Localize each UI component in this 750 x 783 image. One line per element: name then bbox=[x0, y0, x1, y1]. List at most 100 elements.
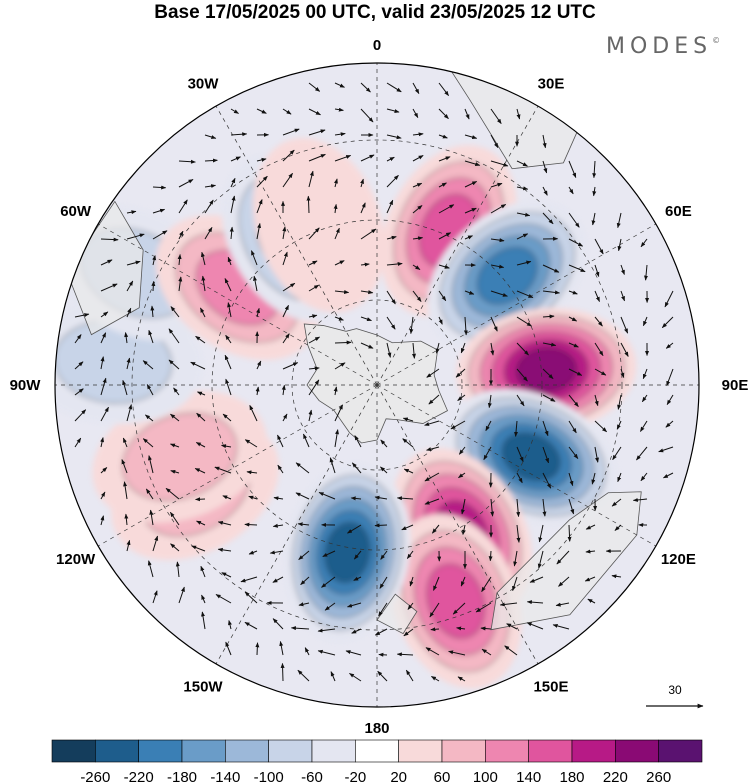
wind-arrow bbox=[333, 386, 338, 396]
wind-arrow bbox=[244, 522, 258, 527]
wind-arrow bbox=[516, 472, 523, 484]
wind-arrow bbox=[308, 227, 320, 240]
wind-arrow bbox=[620, 264, 625, 275]
wind-arrow bbox=[412, 342, 416, 359]
wind-arrow bbox=[297, 522, 310, 527]
wind-arrow bbox=[272, 618, 284, 630]
wind-arrow bbox=[490, 316, 498, 332]
wind-arrow bbox=[351, 628, 362, 634]
wind-arrow bbox=[230, 177, 236, 188]
wind-arrow bbox=[152, 208, 166, 214]
wind-arrow bbox=[196, 520, 206, 526]
wind-arrow bbox=[464, 207, 477, 214]
wind-arrow bbox=[438, 264, 450, 269]
wind-arrow bbox=[461, 524, 466, 535]
wind-arrow bbox=[191, 545, 206, 552]
colorbar-tick-label: -180 bbox=[167, 769, 197, 783]
anomaly-contour bbox=[502, 433, 560, 481]
wind-arrow bbox=[542, 212, 554, 225]
wind-arrow bbox=[516, 368, 528, 382]
wind-arrow bbox=[378, 602, 388, 617]
wind-arrow bbox=[516, 260, 532, 266]
colorbar-swatch bbox=[268, 739, 313, 763]
longitude-label: 150W bbox=[183, 678, 223, 695]
wind-arrow bbox=[412, 264, 421, 270]
wind-arrow bbox=[230, 132, 248, 137]
colorbar-tick-label: -20 bbox=[344, 769, 366, 783]
wind-arrow bbox=[504, 645, 518, 656]
wind-arrow bbox=[428, 394, 440, 405]
wind-arrow bbox=[170, 306, 180, 318]
wind-arrow bbox=[204, 158, 218, 163]
wind-arrow bbox=[403, 628, 414, 637]
colorbar-swatch bbox=[615, 739, 659, 763]
wind-arrow bbox=[290, 626, 310, 631]
wind-arrow bbox=[324, 602, 336, 611]
wind-arrow bbox=[426, 368, 440, 378]
wind-arrow bbox=[542, 472, 552, 489]
wind-arrow bbox=[406, 550, 414, 559]
wind-arrow bbox=[424, 420, 440, 426]
wind-arrow bbox=[353, 576, 362, 581]
wind-arrow bbox=[334, 82, 345, 88]
wind-arrow bbox=[204, 199, 214, 214]
colorbar-swatch bbox=[355, 739, 399, 763]
wind-arrow bbox=[542, 290, 561, 295]
wind-arrow bbox=[204, 226, 213, 240]
wind-arrow bbox=[464, 134, 478, 140]
wind-arrow bbox=[587, 598, 596, 604]
wind-arrow bbox=[464, 160, 481, 166]
wind-arrow bbox=[256, 199, 263, 214]
wind-arrow bbox=[542, 160, 548, 174]
wind-arrow bbox=[230, 156, 241, 162]
wind-arrow bbox=[100, 283, 118, 292]
wind-arrow bbox=[74, 409, 87, 422]
wind-arrow bbox=[195, 497, 206, 502]
wind-arrow bbox=[350, 496, 362, 501]
wind-arrow bbox=[100, 332, 107, 344]
wind-arrow bbox=[250, 250, 258, 266]
wind-arrow bbox=[308, 82, 321, 92]
wind-arrow bbox=[334, 227, 340, 240]
wind-arrow bbox=[282, 251, 288, 266]
longitude-label: 90E bbox=[722, 377, 749, 394]
wind-arrow bbox=[152, 590, 158, 604]
colorbar-tick-label: -220 bbox=[124, 769, 154, 783]
wind-arrow bbox=[374, 523, 388, 528]
meridian-line bbox=[215, 384, 378, 665]
wind-arrow bbox=[248, 550, 258, 555]
wind-arrow bbox=[490, 290, 508, 297]
wind-arrow bbox=[594, 316, 603, 327]
wind-arrow bbox=[196, 412, 206, 422]
colorbar-swatch bbox=[571, 739, 616, 763]
graticule bbox=[55, 63, 699, 707]
wind-arrow bbox=[148, 455, 154, 474]
wind-arrow bbox=[386, 199, 394, 214]
wind-arrow bbox=[170, 543, 180, 552]
wind-arrow bbox=[644, 264, 648, 281]
colorbar-tick-label: 20 bbox=[390, 769, 407, 783]
wind-arrow bbox=[506, 623, 518, 630]
contour-line bbox=[426, 563, 485, 639]
wind-arrow bbox=[516, 394, 525, 407]
wind-arrow bbox=[334, 316, 344, 321]
wind-arrow bbox=[317, 628, 336, 633]
wind-arrow bbox=[145, 414, 154, 422]
wind-arrow bbox=[334, 260, 345, 266]
wind-arrow bbox=[568, 238, 584, 247]
longitude-label: 120W bbox=[56, 551, 96, 568]
wind-arrow bbox=[425, 647, 440, 656]
wind-arrow bbox=[147, 560, 154, 578]
wind-arrow bbox=[177, 254, 182, 266]
wind-arrow bbox=[256, 222, 262, 240]
wind-arrow bbox=[273, 496, 284, 501]
wind-arrow bbox=[244, 621, 258, 630]
wind-arrow bbox=[360, 262, 370, 267]
wind-arrow bbox=[256, 108, 267, 114]
wind-arrow bbox=[664, 290, 674, 308]
wind-arrow bbox=[665, 420, 674, 428]
wind-arrow bbox=[542, 134, 547, 149]
reference-vector-label: 30 bbox=[668, 683, 682, 697]
wind-arrow bbox=[632, 497, 648, 502]
wind-arrow bbox=[568, 316, 578, 322]
